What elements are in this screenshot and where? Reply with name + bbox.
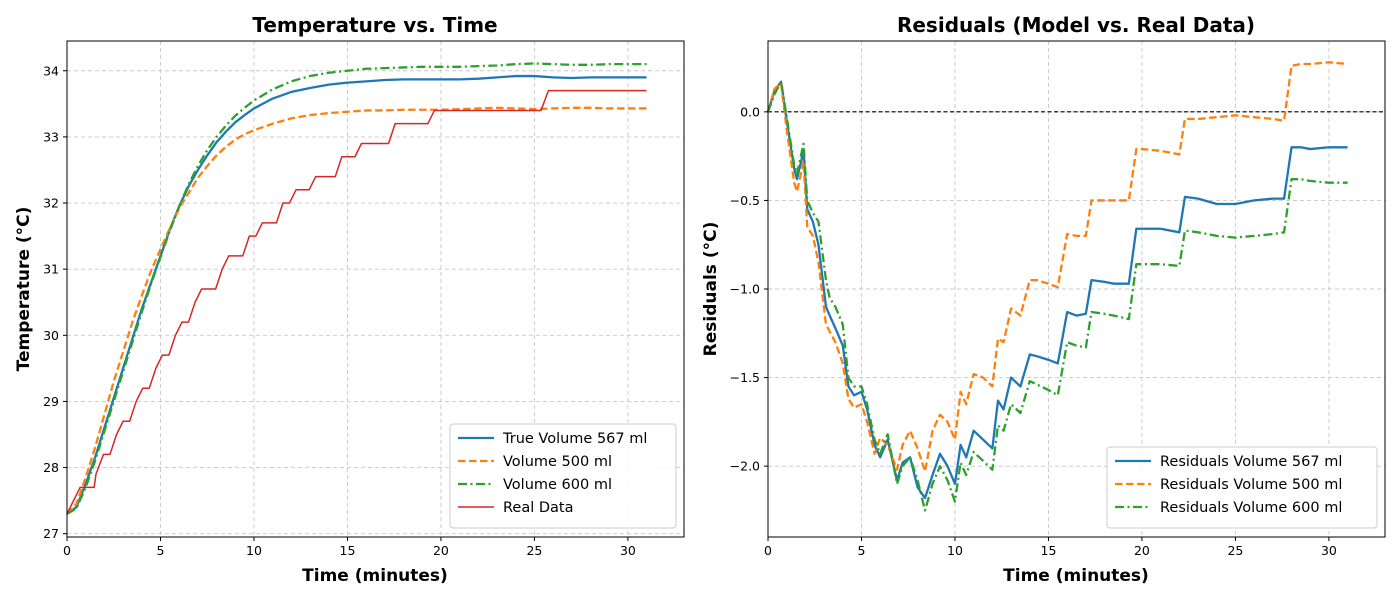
temperature-chart-x-tick-label: 30 bbox=[620, 543, 636, 558]
residuals-chart-y-ticks: −2.0 −1.5 −1.0 −0.5 0.0 bbox=[730, 104, 768, 474]
residuals-chart-ylabel: Residuals (°C) bbox=[701, 222, 721, 357]
temperature-chart-y-tick-label: 28 bbox=[43, 460, 59, 475]
residuals-chart-legend-box bbox=[1106, 446, 1378, 529]
residuals-chart-y-tick-label: −0.5 bbox=[730, 193, 760, 208]
residuals-chart-legend-label: Residuals Volume 500 ml bbox=[1160, 477, 1342, 493]
temperature-chart-x-tick-label: 15 bbox=[340, 543, 356, 558]
residuals-chart-x-tick-label: 10 bbox=[947, 543, 963, 558]
temperature-chart-y-tick-label: 34 bbox=[43, 63, 59, 78]
residuals-chart-x-tick-label: 25 bbox=[1227, 543, 1243, 558]
residuals-chart-x-tick-label: 30 bbox=[1321, 543, 1337, 558]
temperature-chart-y-tick-label: 30 bbox=[43, 328, 59, 343]
temperature-chart-xlabel: Time (minutes) bbox=[302, 566, 448, 586]
residuals-chart-x-tick-label: 5 bbox=[858, 543, 866, 558]
temperature-chart-x-tick-label: 0 bbox=[63, 543, 71, 558]
residuals-chart-y-tick-label: 0.0 bbox=[740, 104, 760, 119]
residuals-chart-x-ticks: 0 5 10 15 20 25 30 bbox=[764, 537, 1337, 558]
temperature-chart-y-tick-label: 27 bbox=[43, 526, 59, 541]
temperature-chart-series bbox=[66, 62, 647, 515]
residuals-chart-y-tick-label: −2.0 bbox=[730, 459, 760, 474]
temperature-chart-ylabel: Temperature (°C) bbox=[14, 207, 34, 372]
temperature-chart-legend-label: Volume 600 ml bbox=[503, 477, 612, 493]
residuals-chart-xlabel: Time (minutes) bbox=[1003, 566, 1149, 586]
temperature-chart-y-tick-label: 33 bbox=[43, 129, 59, 144]
temperature-chart-frame bbox=[66, 40, 685, 538]
temperature-chart-legend: True Volume 567 ml Volume 500 ml Volume 60… bbox=[449, 423, 677, 529]
temperature-chart-y-tick-label: 31 bbox=[43, 262, 59, 277]
temperature-chart-series-line-4 bbox=[66, 89, 647, 515]
temperature-chart-x-tick-label: 10 bbox=[246, 543, 262, 558]
residuals-chart-legend-label: Residuals Volume 567 ml bbox=[1160, 454, 1342, 470]
residuals-chart-legend: Residuals Volume 567 ml Residuals Volume … bbox=[1106, 446, 1378, 529]
temperature-chart-x-tick-label: 5 bbox=[157, 543, 165, 558]
temperature-chart-x-tick-label: 25 bbox=[526, 543, 542, 558]
residuals-chart-series-line-3 bbox=[766, 80, 1348, 512]
residuals-chart-series-line-1 bbox=[766, 80, 1348, 500]
temperature-chart-x-tick-label: 20 bbox=[433, 543, 449, 558]
temperature-chart-x-ticks: 0 5 10 15 20 25 30 bbox=[63, 537, 636, 558]
temperature-chart-legend-label: True Volume 567 ml bbox=[502, 431, 647, 447]
temperature-chart-y-tick-label: 32 bbox=[43, 196, 59, 211]
temperature-chart-legend-label: Volume 500 ml bbox=[503, 454, 612, 470]
residuals-chart-legend-label: Residuals Volume 600 ml bbox=[1160, 500, 1342, 516]
temperature-chart: Temperature vs. Time 0 5 10 15 20 25 30 27 28 29… bbox=[14, 13, 685, 586]
residuals-chart-title: Residuals (Model vs. Real Data) bbox=[897, 13, 1255, 37]
residuals-chart-y-tick-label: −1.5 bbox=[730, 370, 760, 385]
temperature-chart-title: Temperature vs. Time bbox=[252, 13, 497, 37]
residuals-chart-x-tick-label: 20 bbox=[1134, 543, 1150, 558]
temperature-chart-legend-label: Real Data bbox=[503, 500, 574, 516]
residuals-chart-series-line-2 bbox=[766, 61, 1348, 473]
temperature-chart-y-ticks: 27 28 29 30 31 32 33 34 bbox=[43, 63, 67, 541]
residuals-chart-y-tick-label: −1.0 bbox=[730, 282, 760, 297]
temperature-chart-y-tick-label: 29 bbox=[43, 394, 59, 409]
temperature-chart-series-line-3 bbox=[66, 62, 647, 515]
temperature-chart-legend-box bbox=[449, 423, 677, 529]
residuals-chart-x-tick-label: 0 bbox=[764, 543, 772, 558]
residuals-chart-series bbox=[766, 61, 1348, 512]
residuals-chart-x-tick-label: 15 bbox=[1041, 543, 1057, 558]
temperature-chart-series-line-2 bbox=[66, 106, 647, 515]
residuals-chart: Residuals (Model vs. Real Data) 0 5 10 15 20… bbox=[701, 13, 1386, 586]
